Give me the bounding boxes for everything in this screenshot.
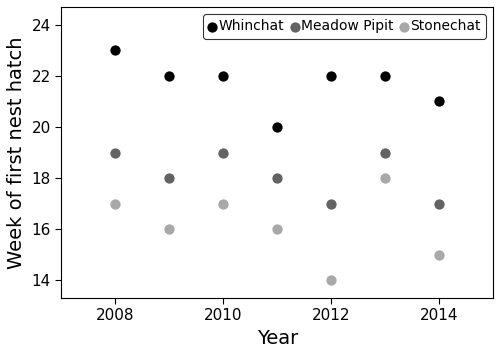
Whinchat	[435, 99, 443, 104]
Whinchat	[219, 73, 227, 79]
Stonechat	[327, 277, 335, 283]
Meadow Pipit	[112, 150, 120, 155]
Stonechat	[381, 175, 389, 181]
Stonechat	[165, 226, 173, 232]
Meadow Pipit	[273, 175, 281, 181]
Stonechat	[435, 252, 443, 257]
Meadow Pipit	[327, 201, 335, 206]
Whinchat	[165, 73, 173, 79]
Meadow Pipit	[435, 201, 443, 206]
Legend: Whinchat, Meadow Pipit, Stonechat: Whinchat, Meadow Pipit, Stonechat	[204, 14, 486, 39]
Stonechat	[112, 201, 120, 206]
Whinchat	[327, 73, 335, 79]
Stonechat	[219, 201, 227, 206]
Whinchat	[381, 73, 389, 79]
Y-axis label: Week of first nest hatch: Week of first nest hatch	[7, 36, 26, 269]
Meadow Pipit	[381, 150, 389, 155]
Stonechat	[273, 226, 281, 232]
Whinchat	[273, 124, 281, 130]
Whinchat	[112, 48, 120, 53]
X-axis label: Year: Year	[256, 329, 298, 348]
Meadow Pipit	[219, 150, 227, 155]
Meadow Pipit	[165, 175, 173, 181]
